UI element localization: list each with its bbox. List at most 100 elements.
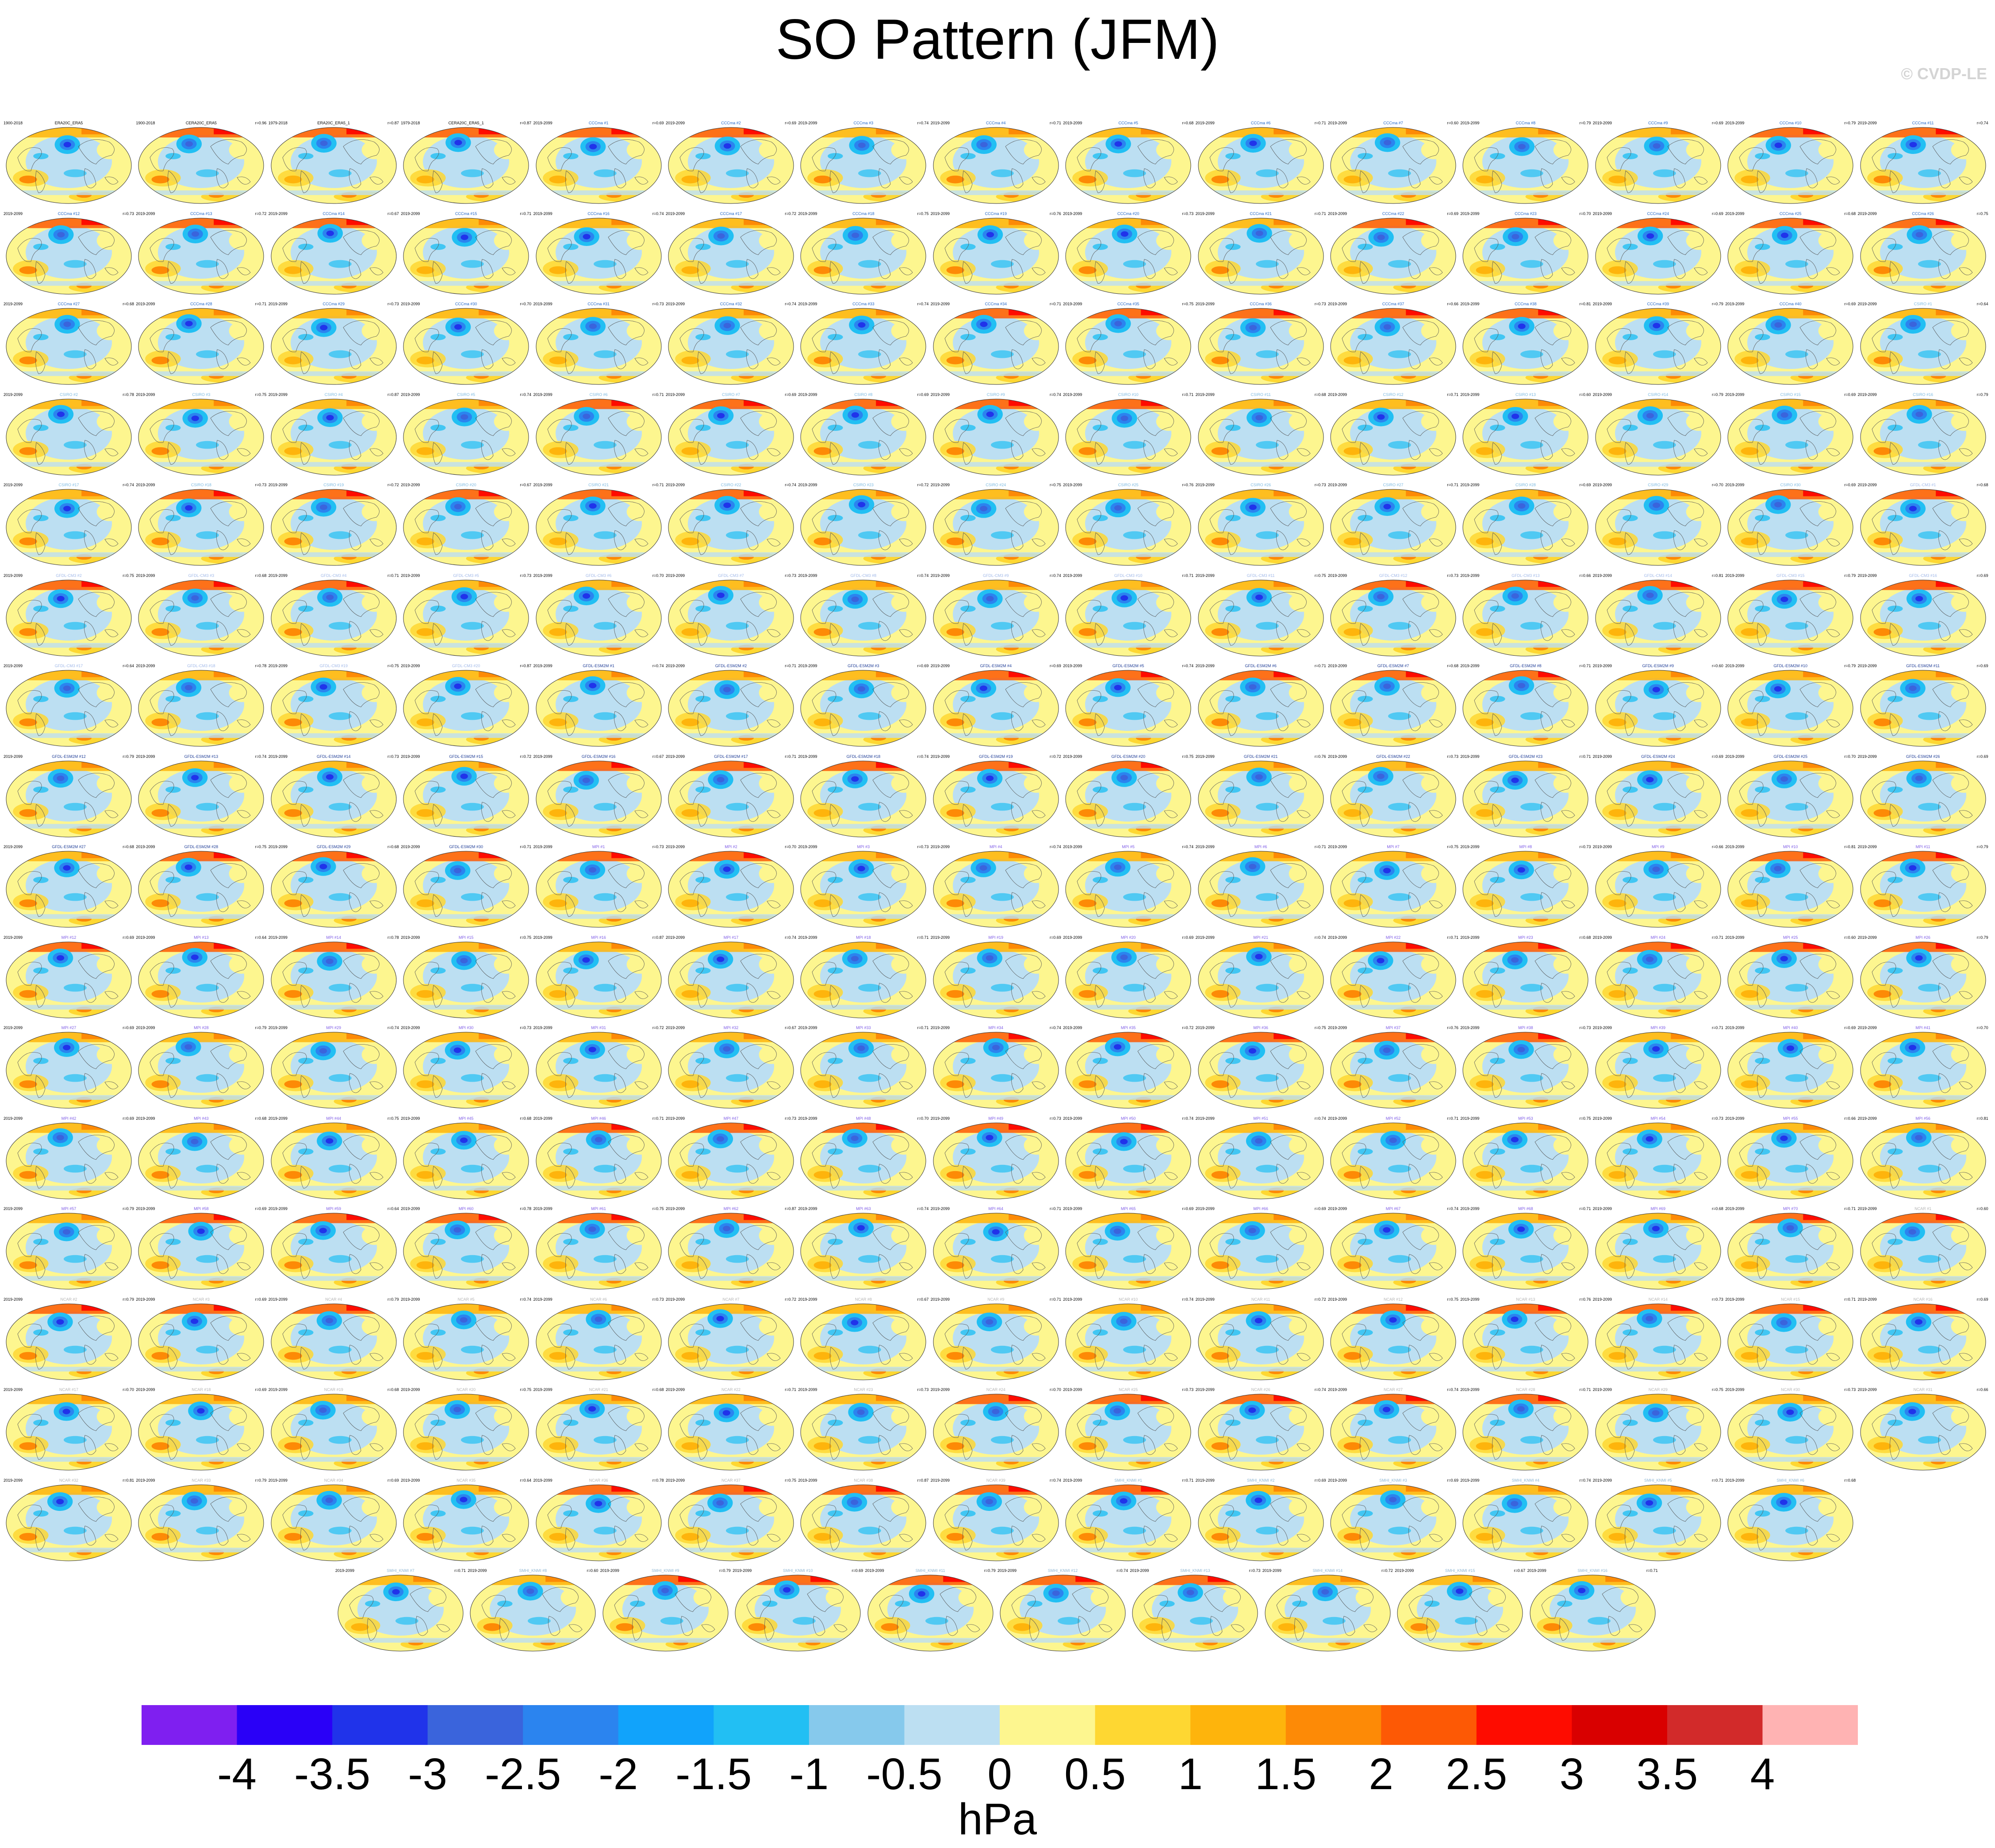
map-plot [138, 941, 264, 1018]
panel-correlation-label: r=0.75 [1579, 1116, 1591, 1121]
map-plot [1198, 580, 1324, 656]
panel-period-label: 2019-2099 [798, 1116, 817, 1121]
panel-correlation-label: r=0.74 [1050, 845, 1061, 849]
panel-period-label: 2019-2099 [1328, 1116, 1347, 1121]
panel-period-label: 2019-2099 [268, 1026, 288, 1030]
map-plot [800, 1303, 926, 1380]
panel-correlation-label: r=0.81 [1976, 1116, 1988, 1121]
map-plot [1595, 489, 1721, 566]
panel-period-label: 2019-2099 [930, 483, 950, 487]
panel-correlation-label: r=0.73 [917, 845, 929, 849]
map-plot [1397, 1575, 1523, 1652]
panel-period-label: 2019-2099 [1063, 664, 1082, 668]
map-plot [668, 851, 794, 928]
panel-period-label: 2019-2099 [401, 573, 420, 578]
panel-period-label: 2019-2099 [666, 935, 685, 940]
map-plot [1462, 399, 1588, 475]
map-plot [138, 1032, 264, 1109]
panel-correlation-label: r=0.68 [1844, 1478, 1856, 1483]
panel-member-label: SMHI_KNMI #1 [1114, 1478, 1142, 1483]
panel-member-label: CSIRO #12 [1383, 392, 1404, 397]
map-panel: 2019-2099 MPI #36 r=0.75 [1195, 1025, 1327, 1114]
map-plot [271, 1394, 397, 1471]
panel-period-label: 2019-2099 [1857, 754, 1877, 759]
panel-correlation-label: r=0.87 [387, 121, 399, 125]
map-plot [602, 1575, 729, 1652]
panel-member-label: NCAR #2 [60, 1297, 77, 1302]
map-panel: 2019-2099 CSIRO #10 r=0.71 [1062, 392, 1194, 480]
map-plot [800, 1032, 926, 1109]
panel-correlation-label: r=0.69 [1844, 392, 1856, 397]
panel-member-label: GFDL-ESM2M #16 [581, 754, 616, 759]
panel-correlation-label: r=0.79 [255, 1026, 267, 1030]
panel-period-label: 2019-2099 [798, 1206, 817, 1211]
panel-correlation-label: r=0.87 [652, 935, 664, 940]
panel-member-label: GFDL-CM3 #10 [1114, 573, 1143, 578]
panel-period-label: 2019-2099 [1460, 302, 1480, 306]
map-panel: 2019-2099 NCAR #36 r=0.78 [533, 1478, 665, 1566]
map-panel: 2019-2099 SMHI_KNMI #12 r=0.74 [997, 1568, 1129, 1656]
map-panel: 2019-2099 MPI #25 r=0.60 [1724, 935, 1857, 1023]
map-panel: 2019-2099 MPI #34 r=0.74 [930, 1025, 1062, 1114]
map-plot [1860, 851, 1986, 928]
panel-member-label: CCCma #1 [588, 121, 609, 125]
panel-period-label: 2019-2099 [1195, 1478, 1215, 1483]
panel-period-label: 2019-2099 [1460, 1116, 1480, 1121]
map-panel: 2019-2099 MPI #5 r=0.74 [1062, 844, 1194, 933]
map-plot [1595, 670, 1721, 747]
panel-member-label: MPI #44 [326, 1116, 341, 1121]
map-panel: 2019-2099 MPI #69 r=0.68 [1592, 1206, 1724, 1295]
panel-member-label: MPI #54 [1650, 1116, 1666, 1121]
map-panel: 2019-2099 MPI #37 r=0.76 [1327, 1025, 1459, 1114]
map-panel: 2019-2099 MPI #17 r=0.74 [665, 935, 797, 1023]
panel-correlation-label: r=0.79 [719, 1568, 731, 1573]
map-plot [1860, 399, 1986, 475]
panel-member-label: CERA20C_ERA5_1 [448, 121, 484, 125]
panel-period-label: 2019-2099 [136, 1478, 155, 1483]
panel-member-label: GFDL-ESM2M #24 [1641, 754, 1675, 759]
panel-correlation-label: r=0.71 [1712, 1026, 1723, 1030]
panel-period-label: 2019-2099 [930, 845, 950, 849]
panel-period-label: 2019-2099 [1592, 1297, 1612, 1302]
map-plot [1198, 489, 1324, 566]
panel-period-label: 2019-2099 [1460, 845, 1480, 849]
panel-correlation-label: r=0.76 [1050, 211, 1061, 216]
colorbar-tick-label: 2.5 [1446, 1749, 1508, 1799]
panel-period-label: 2019-2099 [401, 392, 420, 397]
map-panel: 2019-2099 MPI #43 r=0.68 [135, 1116, 267, 1204]
map-panel: 2019-2099 CSIRO #26 r=0.73 [1195, 482, 1327, 571]
map-panel: 2019-2099 GFDL-ESM2M #11 r=0.69 [1857, 663, 1989, 752]
panel-period-label: 2019-2099 [1725, 1206, 1745, 1211]
colorbar-tick-label: -3.5 [294, 1749, 371, 1799]
panel-correlation-label: r=0.69 [785, 121, 796, 125]
map-panel: 2019-2099 NCAR #3 r=0.69 [135, 1297, 267, 1385]
map-panel: 2019-2099 NCAR #17 r=0.70 [3, 1387, 135, 1475]
panel-period-label: 2019-2099 [1328, 1026, 1347, 1030]
map-panel: 2019-2099 MPI #2 r=0.70 [665, 844, 797, 933]
panel-correlation-label: r=0.70 [1579, 211, 1591, 216]
map-plot [1462, 851, 1588, 928]
panel-member-label: GFDL-ESM2M #27 [52, 845, 86, 849]
map-panel: 2019-2099 SMHI_KNMI #4 r=0.74 [1459, 1478, 1592, 1566]
map-plot [1462, 1394, 1588, 1471]
panel-period-label: 2019-2099 [930, 211, 950, 216]
panel-member-label: NCAR #25 [1119, 1387, 1138, 1392]
panel-correlation-label: r=0.68 [1844, 211, 1856, 216]
panel-correlation-label: r=0.75 [520, 935, 532, 940]
panel-period-label: 2019-2099 [1328, 935, 1347, 940]
panel-correlation-label: r=0.69 [1579, 483, 1591, 487]
map-plot [1330, 1122, 1456, 1199]
map-panel: 2019-2099 NCAR #9 r=0.71 [930, 1297, 1062, 1385]
panel-period-label: 2019-2099 [930, 664, 950, 668]
panel-member-label: ERA20C_ERA5 [54, 121, 83, 125]
map-panel: 2019-2099 CSIRO #30 r=0.69 [1724, 482, 1857, 571]
panel-member-label: CCCma #33 [852, 302, 875, 306]
panel-member-label: GFDL-ESM2M #18 [846, 754, 881, 759]
map-plot [536, 1213, 662, 1290]
panel-member-label: GFDL-ESM2M #28 [184, 845, 219, 849]
panel-correlation-label: r=0.75 [1976, 211, 1988, 216]
map-panel: 2019-2099 CSIRO #27 r=0.71 [1327, 482, 1459, 571]
panel-correlation-label: r=0.74 [1050, 392, 1061, 397]
map-plot [800, 580, 926, 656]
panel-correlation-label: r=0.75 [1050, 483, 1061, 487]
